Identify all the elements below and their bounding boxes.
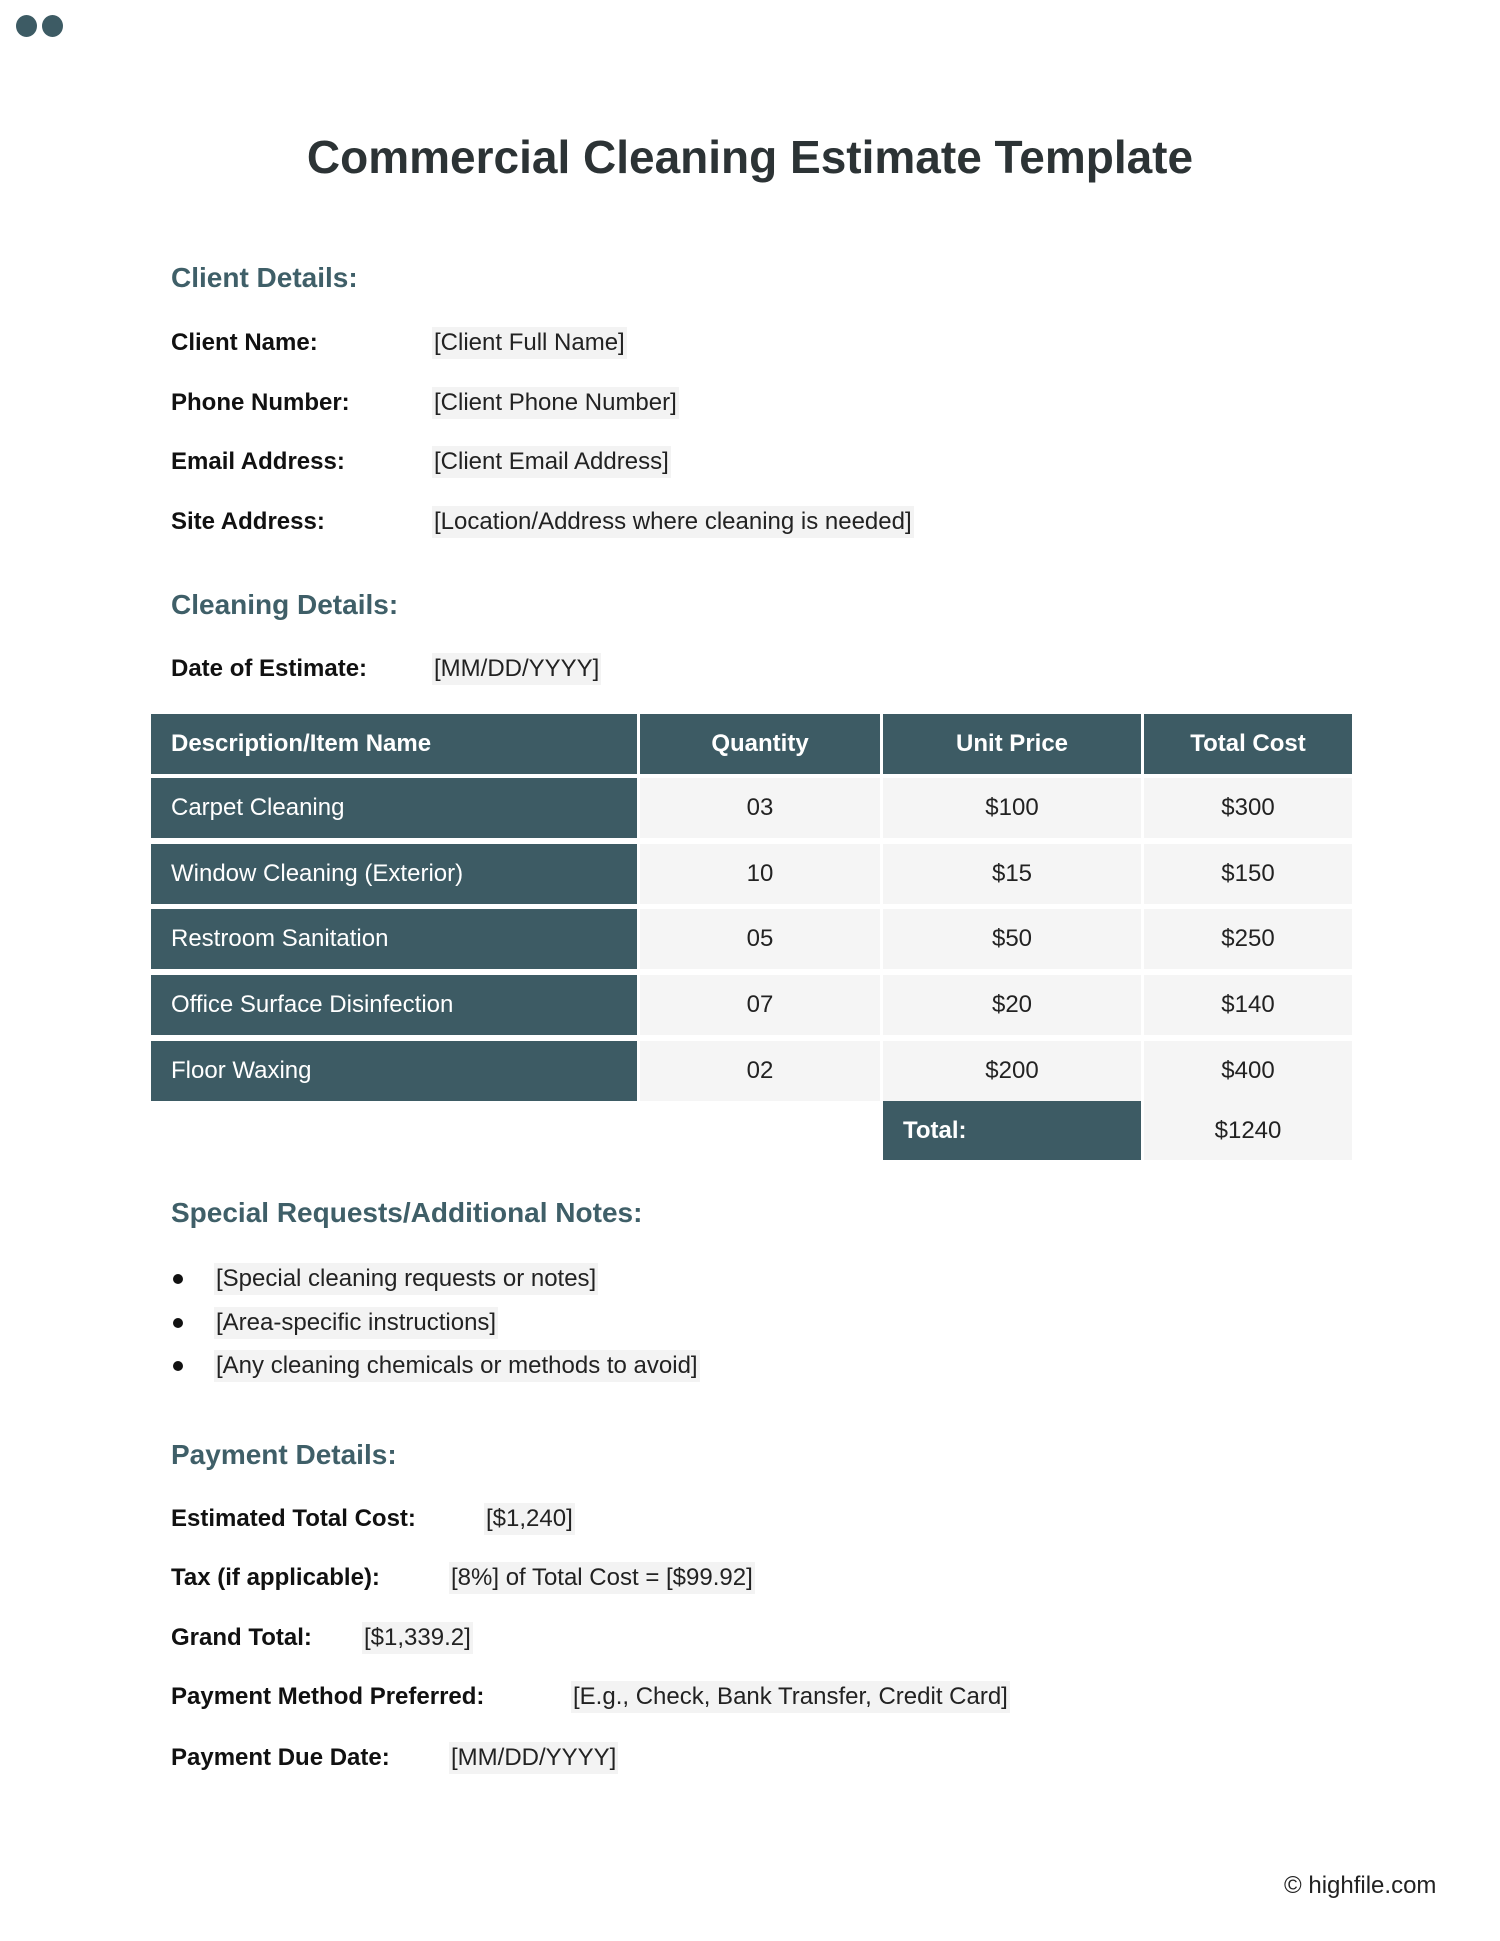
payment-due-date-value[interactable]: [MM/DD/YYYY]: [449, 1742, 619, 1774]
cell-description: Office Surface Disinfection: [151, 975, 637, 1036]
cell-unit-price: $100: [883, 778, 1141, 838]
logo-dot-icon: [42, 15, 63, 37]
cell-total-cost: $150: [1144, 843, 1352, 904]
cell-description: Floor Waxing: [151, 1040, 637, 1101]
client-details-heading: Client Details:: [171, 262, 358, 293]
total-label: Total:: [883, 1101, 1141, 1160]
cell-description: Restroom Sanitation: [151, 909, 637, 970]
tax-label: Tax (if applicable):: [171, 1564, 380, 1591]
cell-quantity: 05: [640, 909, 880, 970]
site-address-value[interactable]: [Location/Address where cleaning is need…: [432, 506, 914, 538]
total-value: $1240: [1144, 1101, 1352, 1160]
cell-unit-price: $20: [883, 975, 1141, 1036]
estimated-total-label: Estimated Total Cost:: [171, 1505, 416, 1532]
header-description: Description/Item Name: [151, 714, 637, 774]
cell-quantity: 10: [640, 843, 880, 904]
notes-heading: Special Requests/Additional Notes:: [171, 1197, 643, 1228]
payment-method-label: Payment Method Preferred:: [171, 1683, 485, 1710]
phone-value[interactable]: [Client Phone Number]: [432, 387, 679, 419]
estimated-total-value[interactable]: [$1,240]: [484, 1503, 575, 1535]
tax-value[interactable]: [8%] of Total Cost = [$99.92]: [449, 1562, 755, 1594]
bullet-icon: [173, 1318, 183, 1328]
grand-total-value[interactable]: [$1,339.2]: [362, 1622, 473, 1654]
cell-unit-price: $15: [883, 843, 1141, 904]
cell-quantity: 07: [640, 975, 880, 1036]
email-label: Email Address:: [171, 448, 345, 475]
cell-quantity: 02: [640, 1040, 880, 1101]
date-of-estimate-label: Date of Estimate:: [171, 655, 368, 682]
page-title: Commercial Cleaning Estimate Template: [306, 131, 1194, 183]
cell-description: Carpet Cleaning: [151, 778, 637, 838]
note-item[interactable]: [Special cleaning requests or notes]: [214, 1263, 599, 1295]
date-of-estimate-value[interactable]: [MM/DD/YYYY]: [432, 653, 602, 685]
client-name-value[interactable]: [Client Full Name]: [432, 327, 627, 359]
bullet-icon: [173, 1274, 183, 1284]
note-item[interactable]: [Area-specific instructions]: [214, 1307, 499, 1339]
phone-label: Phone Number:: [171, 389, 350, 416]
payment-method-value[interactable]: [E.g., Check, Bank Transfer, Credit Card…: [571, 1681, 1010, 1713]
grand-total-label: Grand Total:: [171, 1624, 312, 1651]
cell-unit-price: $200: [883, 1040, 1141, 1101]
header-quantity: Quantity: [640, 714, 880, 774]
footer-copyright: © highfile.com: [1284, 1872, 1437, 1899]
logo-dot-icon: [16, 15, 37, 37]
cell-unit-price: $50: [883, 909, 1141, 970]
bullet-icon: [173, 1361, 183, 1371]
note-item[interactable]: [Any cleaning chemicals or methods to av…: [214, 1350, 700, 1382]
client-name-label: Client Name:: [171, 329, 318, 356]
cell-total-cost: $250: [1144, 909, 1352, 970]
header-unit-price: Unit Price: [883, 714, 1141, 774]
cleaning-details-heading: Cleaning Details:: [171, 589, 399, 620]
header-total-cost: Total Cost: [1144, 714, 1352, 774]
cell-total-cost: $400: [1144, 1040, 1352, 1101]
email-value[interactable]: [Client Email Address]: [432, 446, 671, 478]
cell-quantity: 03: [640, 778, 880, 838]
payment-due-date-label: Payment Due Date:: [171, 1744, 390, 1771]
site-address-label: Site Address:: [171, 508, 325, 535]
cell-total-cost: $140: [1144, 975, 1352, 1036]
cell-total-cost: $300: [1144, 778, 1352, 838]
cell-description: Window Cleaning (Exterior): [151, 843, 637, 904]
payment-heading: Payment Details:: [171, 1439, 397, 1470]
